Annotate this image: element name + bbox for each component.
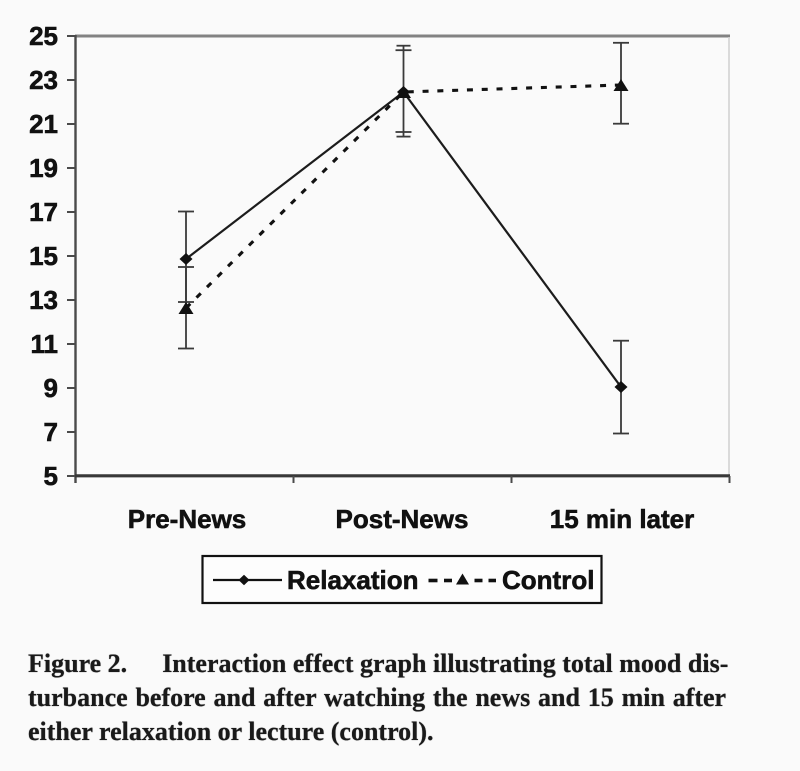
svg-text:19: 19 (29, 153, 58, 183)
svg-text:Control: Control (502, 565, 594, 595)
svg-text:25: 25 (29, 21, 58, 51)
svg-text:15 min later: 15 min later (550, 504, 695, 534)
svg-text:21: 21 (29, 109, 58, 139)
svg-text:13: 13 (29, 285, 58, 315)
svg-text:Post-News: Post-News (336, 504, 469, 534)
svg-text:11: 11 (31, 329, 59, 359)
svg-text:17: 17 (29, 197, 58, 227)
svg-text:23: 23 (29, 65, 58, 95)
svg-text:7: 7 (44, 417, 58, 447)
svg-text:9: 9 (44, 373, 58, 403)
svg-text:Pre-News: Pre-News (128, 504, 247, 534)
svg-text:Relaxation: Relaxation (287, 565, 419, 595)
svg-text:15: 15 (29, 241, 58, 271)
svg-text:5: 5 (44, 461, 58, 491)
